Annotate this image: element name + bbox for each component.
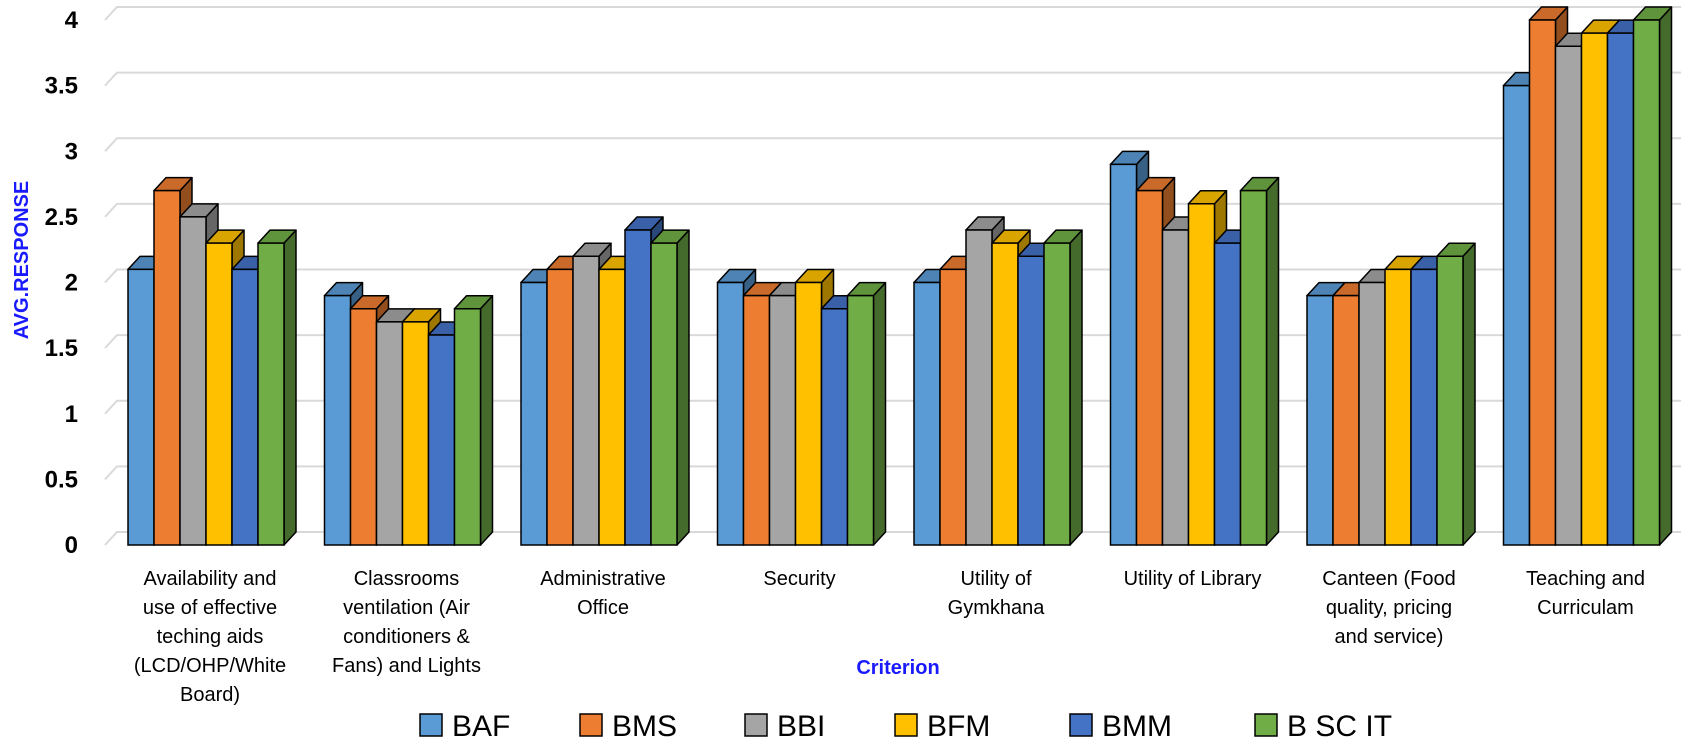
legend-label: BBI <box>777 710 825 743</box>
category-labels: Availability and use of effective teching … <box>134 568 1645 706</box>
y-tick-label: 2 <box>65 270 78 297</box>
y-axis-title: AVG.RESPONSE <box>11 181 33 340</box>
legend-label: BFM <box>927 710 990 743</box>
legend-item: BAF <box>419 710 510 743</box>
x-axis-title: Criterion <box>856 657 939 679</box>
bar <box>1632 6 1673 546</box>
y-tick-label: 3 <box>65 138 78 165</box>
legend-swatch <box>1069 713 1093 737</box>
gridline <box>104 6 1681 21</box>
legend-swatch <box>894 713 918 737</box>
legend-swatch <box>419 713 443 737</box>
legend-item: B SC IT <box>1254 710 1392 743</box>
legend-label: BAF <box>452 710 510 743</box>
gridline <box>104 202 1681 218</box>
y-tick-labels: 0 0.5 1 1.5 2 2.5 3 3.5 4 <box>45 7 79 559</box>
legend-label: B SC IT <box>1287 710 1392 743</box>
bar <box>1436 242 1476 546</box>
category-label: Classrooms ventilation (Air conditioners &… <box>332 568 481 677</box>
y-tick-label: 4 <box>65 7 79 34</box>
legend-swatch <box>579 713 603 737</box>
bar <box>846 281 887 546</box>
category-label: Administrative Office <box>540 568 666 619</box>
category-label: Utility of Gymkhana <box>948 568 1046 619</box>
legend-item: BBI <box>744 710 825 743</box>
legend-label: BMS <box>612 710 677 743</box>
y-tick-label: 2.5 <box>45 204 78 231</box>
bar <box>650 229 690 546</box>
category-label: Utility of Library <box>1124 568 1262 590</box>
bar <box>257 229 297 546</box>
bar <box>1239 176 1280 546</box>
legend-swatch <box>744 713 768 737</box>
gridline <box>104 71 1681 87</box>
bar <box>1043 229 1083 546</box>
legend-swatch <box>1254 713 1278 737</box>
bar <box>453 295 494 546</box>
y-tick-label: 1.5 <box>45 335 78 362</box>
category-label: Security <box>763 568 835 590</box>
gridline <box>104 137 1681 152</box>
category-label: Canteen (Food quality, pricing and service… <box>1322 568 1455 648</box>
legend-item: BMS <box>579 710 677 743</box>
y-tick-label: 0.5 <box>45 466 78 493</box>
y-tick-label: 3.5 <box>45 73 78 100</box>
y-tick-label: 1 <box>65 401 78 428</box>
bars <box>127 6 1673 546</box>
legend-item: BFM <box>894 710 990 743</box>
y-tick-label: 0 <box>65 532 78 559</box>
category-label: Teaching and Curriculam <box>1526 568 1645 619</box>
legend: BAF BMS BBI BFM BMM B SC IT <box>419 710 1392 743</box>
category-label: Availability and use of effective teching … <box>134 568 286 706</box>
legend-item: BMM <box>1069 710 1172 743</box>
gridlines <box>104 6 1681 546</box>
legend-label: BMM <box>1102 710 1172 743</box>
